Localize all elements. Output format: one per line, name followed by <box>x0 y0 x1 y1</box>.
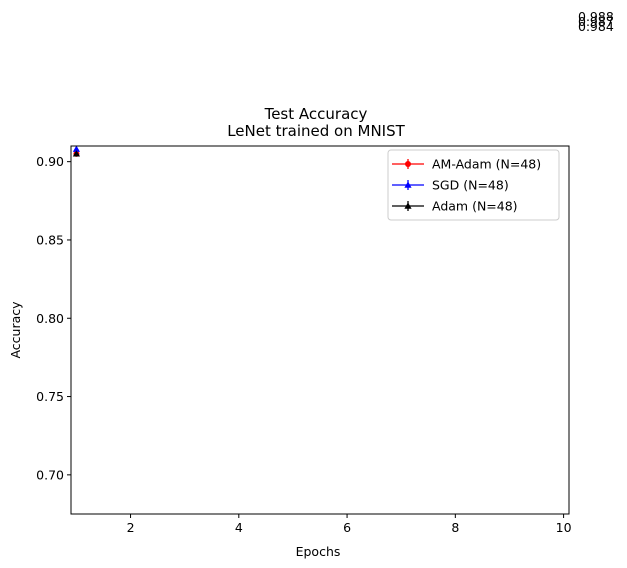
annotation-label: 0.984 <box>578 19 614 34</box>
series-group <box>72 150 81 157</box>
data-point <box>72 145 81 152</box>
legend-label: SGD (N=48) <box>432 178 509 193</box>
x-tick-label: 4 <box>235 520 243 535</box>
legend-entry: SGD (N=48) <box>392 178 509 193</box>
x-axis-label: Epochs <box>296 544 341 559</box>
series-group <box>72 145 81 152</box>
x-tick-label: 10 <box>556 520 572 535</box>
y-tick-label: 0.75 <box>36 389 64 404</box>
y-tick-label: 0.85 <box>36 232 64 247</box>
legend-label: Adam (N=48) <box>432 199 518 214</box>
plot-area <box>72 145 81 157</box>
x-tick-label: 8 <box>451 520 459 535</box>
y-axis-label: Accuracy <box>8 301 23 359</box>
legend-entry: Adam (N=48) <box>392 199 518 214</box>
chart-title: Test Accuracy <box>264 105 368 123</box>
y-axis: 0.70 0.75 0.80 0.85 0.90 <box>36 154 71 482</box>
chart-subtitle: LeNet trained on MNIST <box>227 122 405 140</box>
x-axis: 2 4 6 8 10 <box>127 514 572 535</box>
legend-box <box>387 149 560 221</box>
x-tick-label: 2 <box>127 520 135 535</box>
y-tick-label: 0.80 <box>36 311 64 326</box>
data-point <box>404 181 412 188</box>
annotation-label: 0.988 <box>578 9 614 24</box>
data-point <box>72 150 81 157</box>
annotation-label: 0.987 <box>578 14 614 29</box>
x-tick-label: 6 <box>343 520 351 535</box>
y-tick-label: 0.70 <box>36 467 64 482</box>
legend-entry: AM-Adam (N=48) <box>392 157 541 172</box>
y-tick-label: 0.90 <box>36 154 64 169</box>
axes-frame <box>70 145 570 515</box>
data-point <box>404 202 412 209</box>
data-point <box>405 161 411 167</box>
legend: AM-Adam (N=48) SGD (N=48) Adam (N=48) <box>387 149 560 221</box>
legend-label: AM-Adam (N=48) <box>432 157 541 172</box>
